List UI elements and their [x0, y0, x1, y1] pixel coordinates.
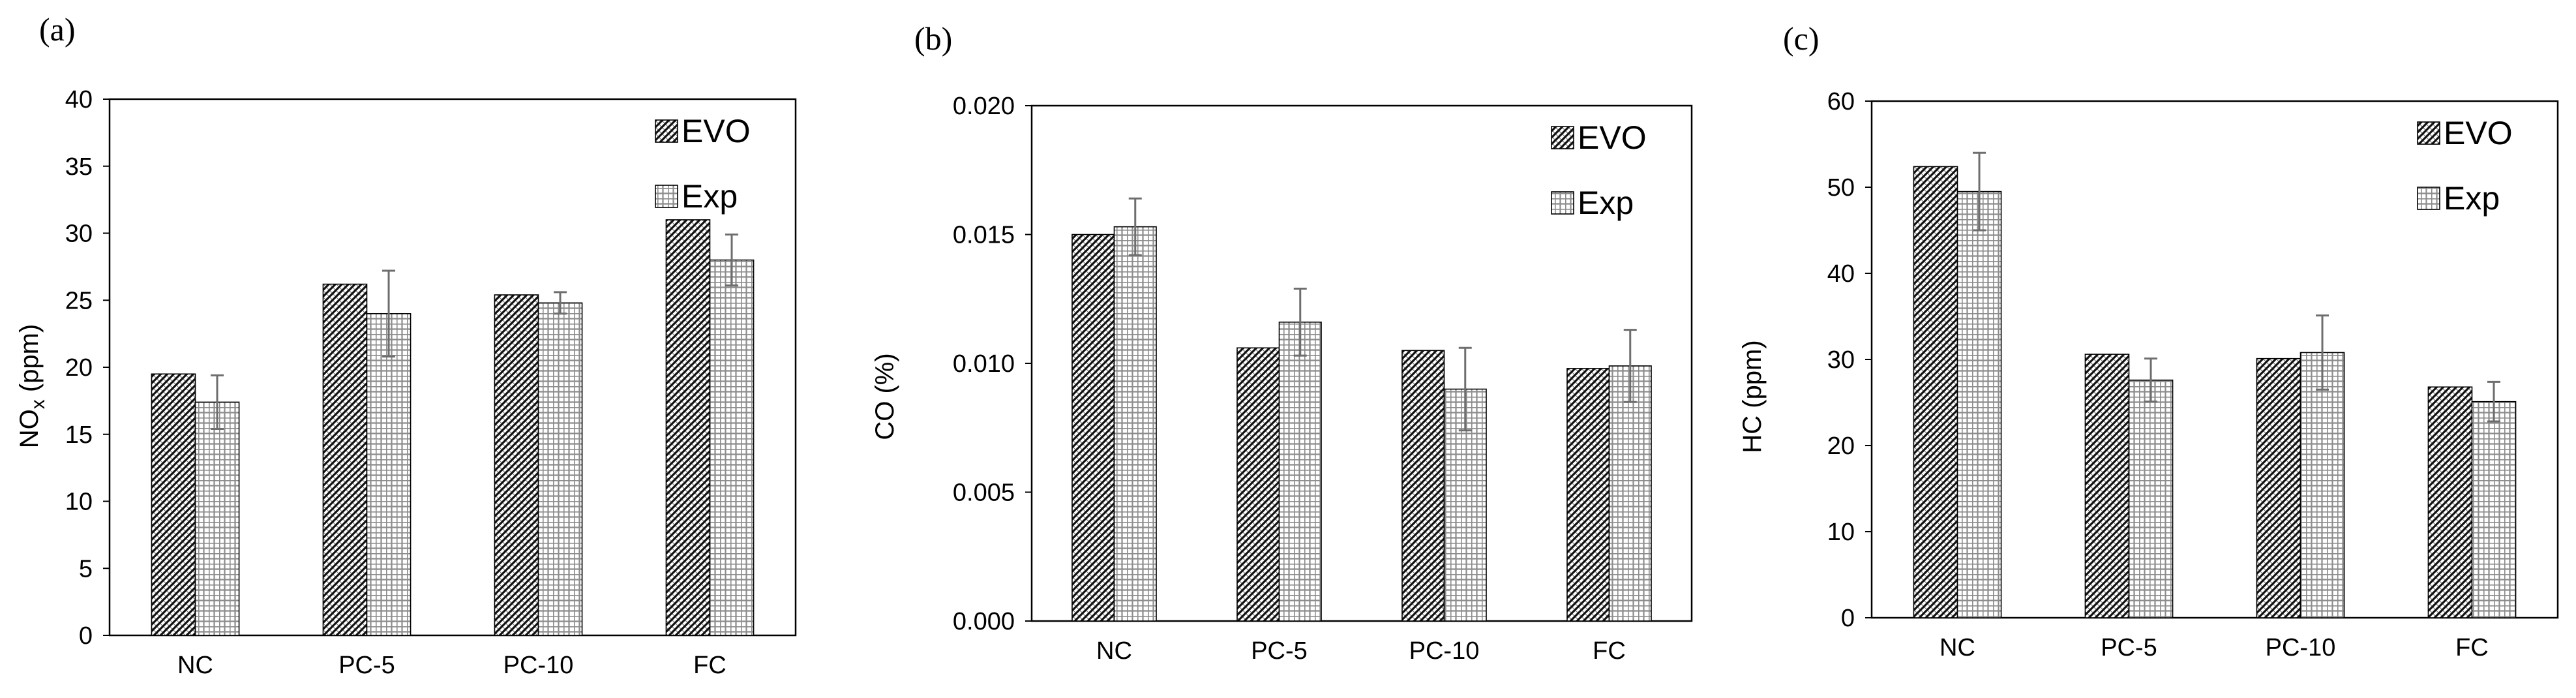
bar-evo — [1913, 166, 1958, 618]
bar-exp — [1278, 321, 1322, 622]
y-tick-label: 10 — [65, 489, 93, 516]
panel-label: (b) — [914, 20, 952, 57]
x-category-label: FC — [693, 652, 726, 679]
y-tick-label: 0 — [1841, 605, 1855, 632]
y-axis-title: HC (ppm) — [1738, 340, 1767, 453]
y-tick-label: 0 — [79, 622, 93, 650]
bar-evo — [2256, 357, 2301, 618]
legend-swatch-exp — [1551, 191, 1574, 215]
bar-exp — [366, 312, 412, 636]
panel-a: (a) NOx (ppm) 0 5 10 15 20 25 30 35 40 NC PC-5 PC-1… — [15, 11, 797, 679]
y-tick-label: 20 — [1827, 432, 1855, 460]
x-category-label: PC-10 — [2266, 634, 2336, 661]
y-tick-label: 30 — [1827, 346, 1855, 374]
bar-exp — [1113, 226, 1157, 622]
x-category-label: FC — [1593, 637, 1626, 665]
bar-evo — [1071, 234, 1115, 622]
x-category-label: PC-5 — [2101, 634, 2157, 661]
y-axis-title: NOx (ppm) — [15, 324, 49, 449]
x-category-label: PC-10 — [503, 652, 574, 679]
y-tick-label: 5 — [79, 555, 93, 583]
legend-label-exp: Exp — [681, 178, 738, 215]
legend-swatch-evo — [655, 119, 678, 143]
panel-label: (a) — [39, 11, 76, 48]
legend-label-evo: EVO — [2444, 115, 2513, 151]
legend-swatch-exp — [2417, 187, 2440, 210]
bar-exp — [2471, 401, 2517, 618]
bar-exp — [2299, 352, 2345, 618]
y-tick-label: 0.010 — [953, 350, 1015, 378]
plot-area: 0.000 0.005 0.010 0.015 0.020 NC PC-5 PC-10 FC EV… — [953, 93, 1693, 665]
bar-exp — [194, 401, 240, 636]
bar-evo — [1401, 350, 1445, 622]
y-tick-label: 25 — [65, 287, 93, 314]
y-tick-label: 0.000 — [953, 608, 1015, 635]
y-tick-label: 20 — [65, 354, 93, 382]
panel-c: (c) HC (ppm) 0 10 20 30 40 50 60 NC PC-5 PC-10 FC E… — [1738, 20, 2559, 661]
plot-area: 0 5 10 15 20 25 30 35 40 NC PC-5 PC-10 FC EVO Exp — [65, 86, 797, 679]
legend-label-exp: Exp — [2444, 180, 2500, 217]
y-tick-label: 40 — [65, 86, 93, 114]
x-category-label: FC — [2455, 634, 2489, 661]
x-category-label: NC — [1939, 634, 1975, 661]
x-category-label: PC-5 — [338, 652, 395, 679]
bar-evo — [494, 294, 539, 636]
bar-evo — [665, 219, 711, 636]
legend-swatch-exp — [655, 185, 678, 208]
y-tick-label: 35 — [65, 153, 93, 181]
y-tick-label: 0.005 — [953, 479, 1015, 507]
legend-label-evo: EVO — [681, 113, 751, 149]
y-axis-title: CO (%) — [871, 353, 899, 440]
bar-evo — [2084, 354, 2130, 618]
y-tick-label: 10 — [1827, 519, 1855, 546]
bar-exp — [1443, 388, 1487, 622]
x-category-label: PC-10 — [1409, 637, 1480, 665]
x-category-label: NC — [1096, 637, 1132, 665]
bar-evo — [2427, 386, 2473, 618]
bar-exp — [709, 259, 755, 636]
legend-label-evo: EVO — [1578, 119, 1647, 156]
y-tick-label: 50 — [1827, 174, 1855, 202]
y-tick-label: 0.015 — [953, 222, 1015, 249]
legend-label-exp: Exp — [1578, 185, 1634, 221]
bar-evo — [322, 283, 368, 636]
panel-b: (b) CO (%) 0.000 0.005 0.010 0.015 0.020 NC PC… — [871, 20, 1693, 665]
y-tick-label: 60 — [1827, 88, 1855, 115]
legend-swatch-evo — [2417, 121, 2440, 145]
x-category-label: NC — [177, 652, 213, 679]
bar-evo — [151, 373, 196, 636]
y-tick-label: 15 — [65, 421, 93, 449]
panel-label: (c) — [1783, 20, 1820, 57]
bar-exp — [537, 302, 583, 636]
bar-exp — [1956, 190, 2002, 618]
legend-swatch-evo — [1551, 126, 1574, 149]
y-tick-label: 0.020 — [953, 93, 1015, 120]
x-category-label: PC-5 — [1251, 637, 1308, 665]
bar-evo — [1566, 368, 1610, 622]
bar-exp — [2128, 379, 2174, 618]
y-tick-label: 40 — [1827, 260, 1855, 288]
bar-evo — [1236, 347, 1280, 622]
plot-area: 0 10 20 30 40 50 60 NC PC-5 PC-10 FC EVO Exp — [1827, 88, 2559, 661]
bar-exp — [1608, 365, 1652, 622]
y-tick-label: 30 — [65, 220, 93, 248]
